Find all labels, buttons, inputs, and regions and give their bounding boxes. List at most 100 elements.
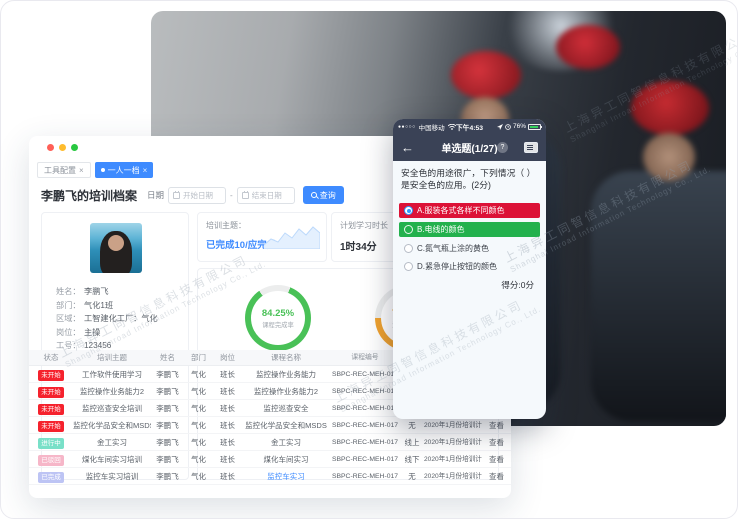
worker-silhouette — [591, 171, 726, 421]
cell-topic: 煤化车间实习培训 — [82, 455, 142, 464]
option-b[interactable]: B.电线的颜色 — [399, 222, 540, 237]
profile-name: 李鹏飞 — [84, 287, 109, 296]
status-badge: 未开始 — [38, 403, 64, 415]
cell-name: 李鹏飞 — [156, 421, 179, 430]
cell-action[interactable]: 查看 — [489, 421, 504, 430]
donut-ring: 84.25% 课程完成率 — [245, 285, 311, 351]
cell-action[interactable]: 查看 — [489, 438, 504, 447]
cell-code: SBPC-REC-MEH-017 — [331, 405, 399, 412]
cell-mode: 线上 — [404, 438, 420, 447]
red-hardhat — [631, 81, 709, 135]
training-topic-card: 培训主题： 已完成10/应完成12 — [197, 212, 327, 262]
cell-dept: 气化 — [191, 387, 206, 396]
maximize-window-button[interactable] — [71, 144, 78, 151]
profile-label: 部门： — [56, 300, 81, 310]
status-badge: 未开始 — [38, 420, 64, 432]
col-course: 课程名称 — [271, 353, 301, 362]
battery-percent: 76% — [512, 123, 526, 130]
option-c[interactable]: C.氮气瓶上涂的黄色 — [399, 241, 540, 256]
cell-topic: 金工实习 — [97, 438, 127, 447]
cell-dept: 气化 — [191, 404, 206, 413]
cell-code: SBPC-REC-MEH-017 — [331, 456, 399, 463]
status-badge: 进行中 — [38, 437, 64, 449]
profile-post: 主操 — [84, 327, 101, 337]
start-date-placeholder: 开始日期 — [183, 190, 214, 200]
cell-action[interactable]: 查看 — [489, 455, 504, 464]
cell-course: 煤化车间实习 — [263, 455, 309, 464]
cell-action[interactable]: 查看 — [489, 472, 504, 481]
radio-icon — [404, 225, 413, 234]
tab-label: 工具配置 — [44, 165, 76, 175]
phone-mockup: ●●○○○ 中国移动 下午4:53 76% ← 单选题(1/27) ? 安全色的… — [393, 119, 546, 419]
donut-value: 84.25% — [261, 307, 295, 319]
cell-dept: 气化 — [191, 438, 206, 447]
donut-label: 课程完成率 — [262, 321, 294, 329]
calendar-icon — [241, 190, 249, 199]
cell-topic: 监控化学品安全和MSDS — [73, 421, 151, 430]
cell-dept: 气化 — [191, 472, 206, 481]
phone-nav-bar: ← 单选题(1/27) ? — [393, 134, 546, 161]
cell-plan: 2020年1月份培训计划 — [424, 439, 482, 446]
sparkline-chart — [264, 226, 320, 249]
status-badge: 未开始 — [38, 386, 64, 398]
cell-code: SBPC-REC-MEH-017 — [331, 422, 399, 429]
table-row: 进行中 金工实习 李鹏飞 气化 班长 金工实习 SBPC-REC-MEH-017… — [29, 434, 511, 451]
red-hardhat — [451, 51, 521, 99]
option-a[interactable]: A.服装各式各样不同颜色 — [399, 203, 540, 218]
course-completion-donut: 84.25% 课程完成率 — [218, 285, 338, 351]
radio-icon — [404, 262, 413, 271]
location-arrow-icon — [496, 123, 503, 130]
battery-icon — [528, 123, 542, 130]
cell-code: SBPC-REC-MEH-017 — [331, 473, 399, 480]
end-date-input[interactable]: 结束日期 — [236, 186, 295, 204]
cell-post: 班长 — [220, 472, 235, 481]
answer-sheet-icon[interactable] — [524, 142, 538, 153]
tab-personal-archive[interactable]: 一人一档 × — [94, 162, 154, 178]
alarm-icon — [505, 123, 511, 130]
col-name: 姓名 — [160, 353, 175, 362]
col-code: 课程编号 — [351, 354, 379, 361]
close-window-button[interactable] — [47, 144, 54, 151]
date-range-separator: - — [230, 190, 233, 200]
end-date-placeholder: 结束日期 — [251, 190, 282, 200]
cell-plan: 2020年1月份培训计划 — [424, 473, 482, 480]
profile-area: 工智建化工厂：气化 — [84, 314, 158, 323]
cell-name: 李鹏飞 — [156, 438, 179, 447]
col-topic: 培训主题 — [97, 353, 127, 362]
question-text: 安全色的用途很广，下列情况（ ）是安全色的应用。(2分) — [401, 168, 536, 191]
start-date-input[interactable]: 开始日期 — [168, 186, 227, 204]
cell-plan: 2020年1月份培训计划 — [424, 456, 482, 463]
close-tab-icon[interactable]: × — [79, 165, 84, 175]
status-badge: 已驳回 — [38, 454, 64, 466]
score-text: 得分:0分 — [501, 280, 534, 290]
cell-course: 监控操作业务能力 — [256, 370, 316, 379]
calendar-icon — [173, 190, 181, 199]
page-toolbar: 李鹏飞的培训档案 日期 开始日期 - 结束日期 查询 — [41, 184, 501, 206]
tab-bar: 工具配置 × 一人一档 × — [37, 162, 154, 178]
option-c-label: C.氮气瓶上涂的黄色 — [417, 244, 489, 253]
cell-course-link[interactable]: 监控车实习 — [267, 472, 305, 481]
cell-mode: 无 — [408, 421, 416, 430]
cell-code: SBPC-REC-MEH-017 — [331, 439, 399, 446]
search-button[interactable]: 查询 — [302, 186, 344, 204]
radio-selected-icon — [404, 206, 413, 215]
cell-name: 李鹏飞 — [156, 370, 179, 379]
close-tab-icon[interactable]: × — [142, 165, 148, 175]
page-title: 李鹏飞的培训档案 — [41, 188, 138, 203]
minimize-window-button[interactable] — [59, 144, 66, 151]
cell-post: 班长 — [220, 438, 235, 447]
cell-name: 李鹏飞 — [156, 455, 179, 464]
tab-tool-config[interactable]: 工具配置 × — [37, 162, 91, 178]
cell-dept: 气化 — [191, 370, 206, 379]
cell-post: 班长 — [220, 387, 235, 396]
worker-face — [643, 133, 695, 181]
cell-mode: 线下 — [404, 455, 420, 464]
cell-topic: 监控操作业务能力2 — [79, 387, 145, 396]
option-d[interactable]: D.紧急停止按钮的颜色 — [399, 259, 540, 274]
cell-name: 李鹏飞 — [156, 472, 179, 481]
back-arrow-icon[interactable]: ← — [401, 140, 414, 155]
cell-code: SBPC-REC-MEH-017 — [331, 371, 399, 378]
phone-status-bar: ●●○○○ 中国移动 下午4:53 76% — [393, 119, 546, 134]
cell-course: 监控操作业务能力2 — [253, 387, 319, 396]
help-icon[interactable]: ? — [497, 142, 508, 153]
